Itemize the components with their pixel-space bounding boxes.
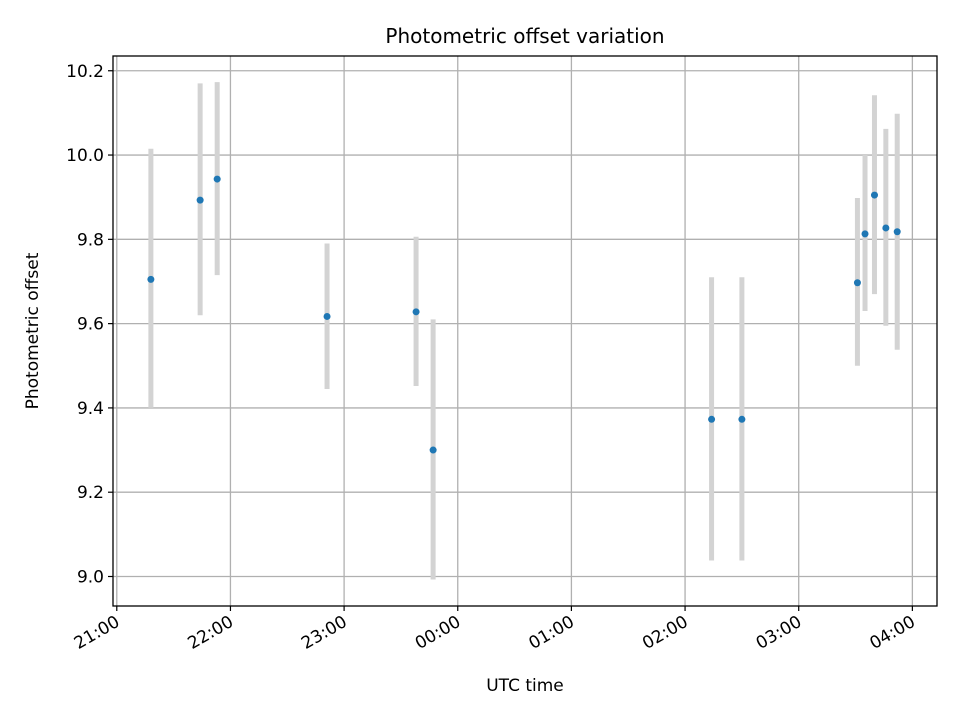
data-point [871, 192, 878, 199]
y-tick-label: 10.2 [66, 62, 104, 82]
chart-title: Photometric offset variation [385, 24, 664, 48]
data-point [894, 228, 901, 235]
data-point [708, 416, 715, 423]
data-point [147, 276, 154, 283]
y-tick-label: 9.8 [77, 230, 104, 250]
data-point [413, 308, 420, 315]
x-axis-label: UTC time [486, 676, 564, 696]
data-point [214, 176, 221, 183]
y-axis-label: Photometric offset [23, 252, 43, 409]
y-tick-label: 9.4 [77, 399, 104, 419]
y-tick-label: 10.0 [66, 146, 104, 166]
data-point [882, 224, 889, 231]
y-tick-label: 9.6 [77, 315, 104, 335]
data-point [738, 416, 745, 423]
data-point [430, 447, 437, 454]
y-tick-label: 9.0 [77, 567, 104, 587]
data-point [197, 197, 204, 204]
y-tick-label: 9.2 [77, 483, 104, 503]
data-point [862, 230, 869, 237]
data-point [324, 313, 331, 320]
data-point [854, 279, 861, 286]
